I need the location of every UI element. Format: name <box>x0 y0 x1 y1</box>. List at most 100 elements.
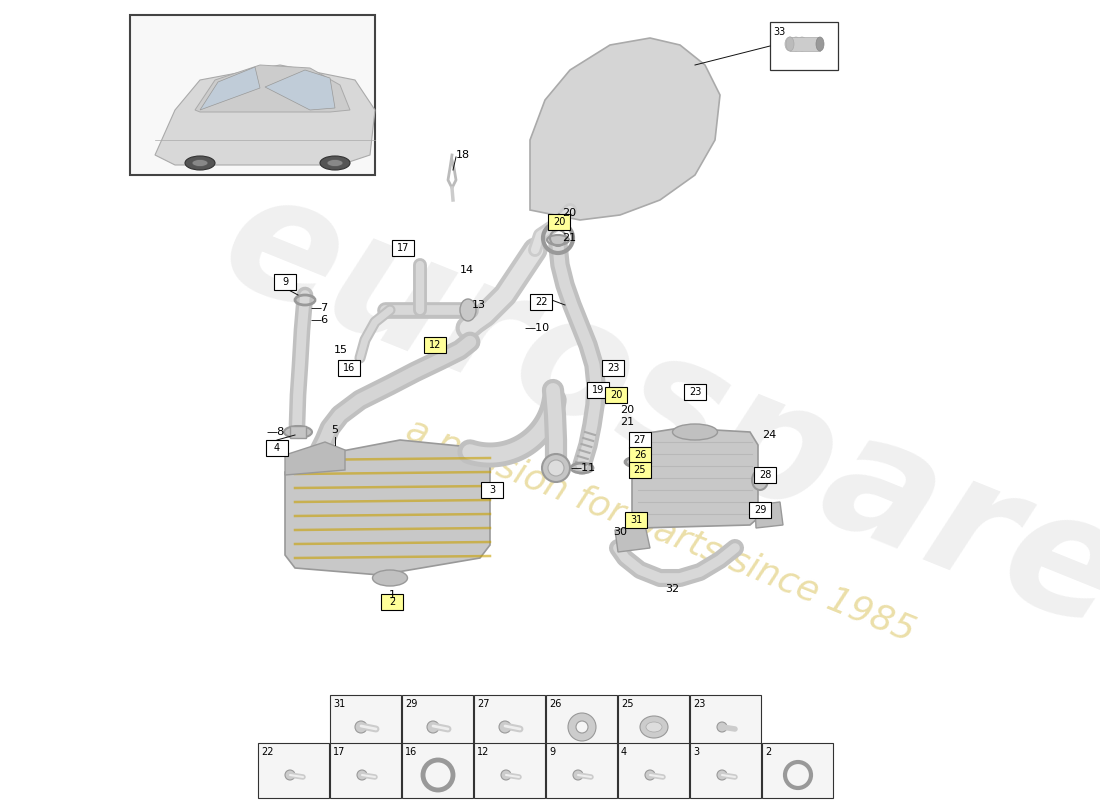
Text: 25: 25 <box>634 465 647 475</box>
Ellipse shape <box>785 37 795 51</box>
Polygon shape <box>155 65 375 165</box>
Text: 13: 13 <box>472 300 486 310</box>
Polygon shape <box>285 442 345 475</box>
FancyBboxPatch shape <box>530 294 552 310</box>
Text: 5: 5 <box>331 425 339 435</box>
Text: 30: 30 <box>613 527 627 537</box>
Bar <box>762 743 833 798</box>
Ellipse shape <box>320 156 350 170</box>
Circle shape <box>576 721 588 733</box>
Bar <box>770 22 838 70</box>
Polygon shape <box>755 502 783 528</box>
Polygon shape <box>530 38 720 220</box>
Text: 23: 23 <box>607 363 619 373</box>
Text: 22: 22 <box>261 747 274 757</box>
Ellipse shape <box>646 722 662 732</box>
Bar <box>402 743 473 798</box>
FancyBboxPatch shape <box>625 512 647 528</box>
Circle shape <box>499 721 512 733</box>
FancyBboxPatch shape <box>392 240 414 256</box>
Text: 23: 23 <box>689 387 701 397</box>
Text: 20: 20 <box>620 405 634 415</box>
Ellipse shape <box>752 470 768 490</box>
Text: 4: 4 <box>621 747 627 757</box>
Text: 9: 9 <box>549 747 556 757</box>
Text: 18: 18 <box>456 150 470 160</box>
Ellipse shape <box>373 570 407 586</box>
Polygon shape <box>200 67 260 110</box>
Text: 27: 27 <box>634 435 647 445</box>
FancyBboxPatch shape <box>629 432 651 448</box>
Text: 22: 22 <box>535 297 548 307</box>
Text: 29: 29 <box>405 699 417 709</box>
Circle shape <box>645 770 654 780</box>
FancyBboxPatch shape <box>629 462 651 478</box>
Bar <box>474 695 544 750</box>
Text: 28: 28 <box>759 470 771 480</box>
Text: 12: 12 <box>477 747 490 757</box>
Text: —7: —7 <box>310 303 328 313</box>
Text: 19: 19 <box>592 385 604 395</box>
Text: eurospares: eurospares <box>201 157 1100 703</box>
Text: 31: 31 <box>333 699 345 709</box>
Text: 2: 2 <box>389 597 395 607</box>
FancyBboxPatch shape <box>587 382 609 398</box>
Text: 27: 27 <box>477 699 490 709</box>
Text: 20: 20 <box>609 390 623 400</box>
Text: 26: 26 <box>634 450 646 460</box>
FancyBboxPatch shape <box>338 360 360 376</box>
Ellipse shape <box>185 156 214 170</box>
Circle shape <box>427 721 439 733</box>
FancyBboxPatch shape <box>629 447 651 463</box>
Ellipse shape <box>626 457 644 467</box>
Ellipse shape <box>816 37 824 51</box>
Bar <box>130 15 375 175</box>
Circle shape <box>285 770 295 780</box>
Bar <box>330 743 402 798</box>
Bar <box>258 743 329 798</box>
Text: 21: 21 <box>620 417 634 427</box>
Text: 15: 15 <box>334 345 348 355</box>
Polygon shape <box>265 70 336 110</box>
Polygon shape <box>285 440 490 575</box>
Text: 21: 21 <box>562 233 576 243</box>
FancyBboxPatch shape <box>749 502 771 518</box>
Ellipse shape <box>547 235 569 245</box>
Ellipse shape <box>327 159 343 166</box>
Bar <box>402 695 473 750</box>
Bar <box>690 743 761 798</box>
Text: 16: 16 <box>405 747 417 757</box>
Ellipse shape <box>786 37 794 51</box>
Bar <box>474 743 544 798</box>
Text: 1: 1 <box>388 590 396 600</box>
Ellipse shape <box>798 37 807 51</box>
Text: 26: 26 <box>549 699 561 709</box>
Circle shape <box>355 721 367 733</box>
FancyBboxPatch shape <box>605 387 627 403</box>
Text: —8: —8 <box>266 427 285 437</box>
Polygon shape <box>615 525 650 552</box>
Bar <box>618 695 689 750</box>
Text: —10: —10 <box>524 323 549 333</box>
Text: 23: 23 <box>693 699 705 709</box>
Text: 31: 31 <box>630 515 642 525</box>
FancyBboxPatch shape <box>481 482 503 498</box>
Text: 9: 9 <box>282 277 288 287</box>
Text: 12: 12 <box>429 340 441 350</box>
Text: —11: —11 <box>570 463 595 473</box>
Text: 20: 20 <box>562 208 576 218</box>
Text: 4: 4 <box>274 443 280 453</box>
Circle shape <box>717 770 727 780</box>
FancyBboxPatch shape <box>266 440 288 456</box>
Text: 29: 29 <box>754 505 767 515</box>
Circle shape <box>500 770 512 780</box>
Circle shape <box>717 722 727 732</box>
Polygon shape <box>195 65 350 112</box>
Bar <box>790 37 820 51</box>
Text: 17: 17 <box>333 747 345 757</box>
Circle shape <box>358 770 367 780</box>
Text: 2: 2 <box>764 747 771 757</box>
Ellipse shape <box>672 424 717 440</box>
FancyBboxPatch shape <box>548 214 570 230</box>
Text: 33: 33 <box>773 27 785 37</box>
